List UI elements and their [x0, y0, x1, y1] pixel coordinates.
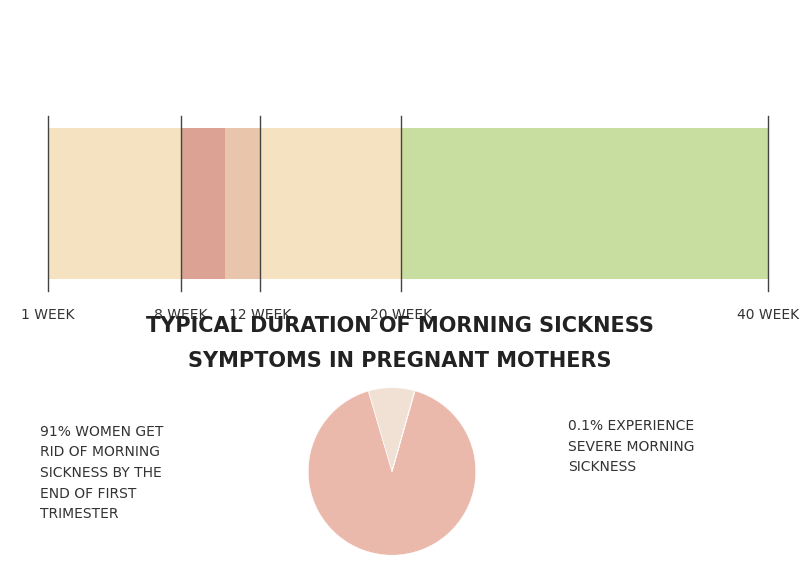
- Wedge shape: [308, 391, 476, 555]
- Bar: [225, 128, 260, 279]
- Bar: [48, 128, 401, 279]
- Bar: [181, 128, 225, 279]
- Text: TYPICAL DURATION OF MORNING SICKNESS: TYPICAL DURATION OF MORNING SICKNESS: [146, 316, 654, 336]
- Text: 20 WEEK: 20 WEEK: [370, 308, 432, 322]
- Wedge shape: [368, 388, 414, 471]
- Text: 91% WOMEN GET
RID OF MORNING
SICKNESS BY THE
END OF FIRST
TRIMESTER: 91% WOMEN GET RID OF MORNING SICKNESS BY…: [40, 425, 163, 521]
- Text: 1 WEEK: 1 WEEK: [22, 308, 74, 322]
- Text: 12 WEEK: 12 WEEK: [230, 308, 291, 322]
- Wedge shape: [392, 391, 415, 471]
- Text: 0.1% EXPERIENCE
SEVERE MORNING
SICKNESS: 0.1% EXPERIENCE SEVERE MORNING SICKNESS: [568, 419, 694, 474]
- Text: 8 WEEK: 8 WEEK: [154, 308, 208, 322]
- Text: SYMPTOMS IN PREGNANT MOTHERS: SYMPTOMS IN PREGNANT MOTHERS: [188, 351, 612, 371]
- Text: 40 WEEK: 40 WEEK: [737, 308, 799, 322]
- Bar: [401, 128, 768, 279]
